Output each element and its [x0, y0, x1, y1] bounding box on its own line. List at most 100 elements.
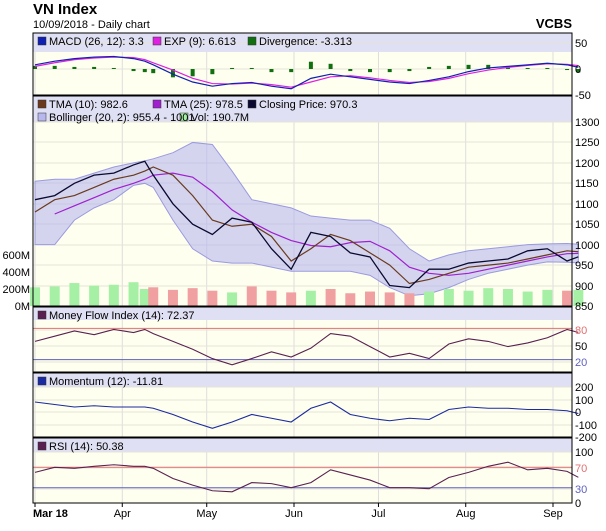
volume-bar [207, 290, 218, 306]
volume-bar [463, 290, 474, 306]
volume-tick-label: 600M [2, 250, 30, 262]
macd-ytick-label: -50 [575, 90, 591, 102]
divergence-bar [328, 63, 333, 69]
price-ytick-label: 1250 [575, 137, 599, 149]
divergence-bar [190, 69, 195, 77]
divergence-bar [545, 67, 550, 69]
rsi-ytick-label: 70 [575, 463, 587, 475]
rsi-legend-band [33, 438, 572, 452]
price-legend-swatch [179, 112, 189, 122]
price-ytick-label: 1200 [575, 158, 599, 170]
divergence-bar [387, 69, 392, 73]
closing-price-line [34, 160, 579, 289]
divergence-bar [565, 69, 570, 71]
divergence-bar [210, 69, 215, 75]
price-ytick-label: 900 [575, 281, 593, 293]
mfi-legend-swatch [37, 310, 47, 320]
macd-ytick-label: 50 [575, 38, 587, 50]
divergence-bar [52, 65, 57, 69]
volume-bar [286, 292, 297, 306]
volume-bar [246, 286, 257, 306]
price-ytick-label: 950 [575, 260, 593, 272]
volume-bar [69, 283, 80, 306]
divergence-bar [486, 64, 491, 69]
volume-bar [502, 289, 513, 306]
volume-bar [108, 284, 119, 306]
rsi-legend-swatch [37, 441, 47, 451]
price-plot-area [33, 96, 572, 306]
rsi-ytick-label: 30 [575, 484, 587, 496]
price-legend-label: Bollinger (20, 2): 955.4 - 1001 [49, 112, 195, 124]
volume-bar [187, 288, 198, 306]
rsi-ytick-label: 0 [575, 498, 581, 510]
price-ytick-label: 1100 [575, 199, 599, 211]
divergence-bar [427, 66, 432, 69]
divergence-bar [269, 69, 274, 73]
divergence-bar [466, 64, 471, 69]
divergence-bar [33, 65, 37, 69]
tma25-line [54, 172, 579, 276]
momentum-ytick-label: -200 [575, 432, 597, 444]
divergence-bar [151, 69, 156, 74]
momentum-ytick-label: -100 [575, 420, 597, 432]
volume-tick-label: 200M [2, 284, 30, 296]
volume-bar [424, 291, 435, 306]
momentum-ytick-label: 0 [575, 407, 581, 419]
divergence-bar [348, 69, 353, 72]
mfi-line [34, 328, 579, 366]
volume-bar [443, 289, 454, 306]
bollinger-band [34, 141, 579, 297]
divergence-bar [111, 67, 116, 69]
price-ytick-label: 1300 [575, 117, 599, 129]
volume-tick-label: 0M [15, 301, 30, 313]
mfi-panel [33, 307, 579, 372]
volume-bar [167, 289, 178, 306]
macd-legend-swatch [247, 36, 257, 46]
momentum-ytick-label: 200 [575, 382, 593, 394]
volume-bar [345, 293, 356, 306]
divergence-bar [131, 69, 136, 72]
momentum-ytick-label: 100 [575, 395, 593, 407]
chart-subtitle: 10/09/2018 - Daily chart [33, 19, 150, 31]
volume-bar [89, 285, 100, 306]
macd-legend-swatch [152, 36, 162, 46]
volume-bar [128, 282, 139, 306]
divergence-bar [230, 67, 235, 69]
x-tick-label: May [196, 508, 217, 520]
volume-bar [325, 289, 336, 306]
mfi-ytick-label: 80 [575, 325, 587, 337]
price-ytick-label: 850 [575, 301, 593, 313]
mfi-ytick-label: 20 [575, 357, 587, 369]
macd-legend-label: MACD (26, 12): 3.3 [49, 36, 144, 48]
volume-bar [49, 286, 60, 306]
price-ytick-label: 1000 [575, 240, 599, 252]
momentum-legend-swatch [37, 376, 47, 386]
x-tick-label: Sep [543, 508, 563, 520]
divergence-bar [576, 69, 581, 73]
volume-bar [573, 289, 584, 306]
x-tick-label: Jul [371, 508, 385, 520]
volume-bar [266, 290, 277, 306]
rsi-legend-label: RSI (14): 50.38 [49, 441, 124, 453]
x-tick-label: Aug [456, 508, 476, 520]
brand-label: VCBS [536, 16, 572, 31]
volume-bar [542, 289, 553, 306]
price-panel [30, 96, 584, 307]
volume-bar [305, 290, 316, 306]
macd-ytick-label: 0 [575, 64, 581, 76]
price-ytick-label: 1150 [575, 178, 599, 190]
rsi-ytick-label: 100 [575, 447, 593, 459]
tma10-line [34, 166, 579, 285]
volume-bar [227, 292, 238, 306]
volume-bar [148, 287, 159, 306]
price-legend-swatch [247, 99, 257, 109]
chart-title: VN Index [33, 1, 98, 18]
divergence-bar [170, 69, 175, 78]
price-ytick-label: 1050 [575, 219, 599, 231]
divergence-bar [446, 65, 451, 69]
price-legend-label: TMA (25): 978.5 [164, 99, 243, 111]
volume-bar [365, 291, 376, 306]
rsi-panel [33, 438, 579, 504]
volume-bar [139, 289, 150, 306]
